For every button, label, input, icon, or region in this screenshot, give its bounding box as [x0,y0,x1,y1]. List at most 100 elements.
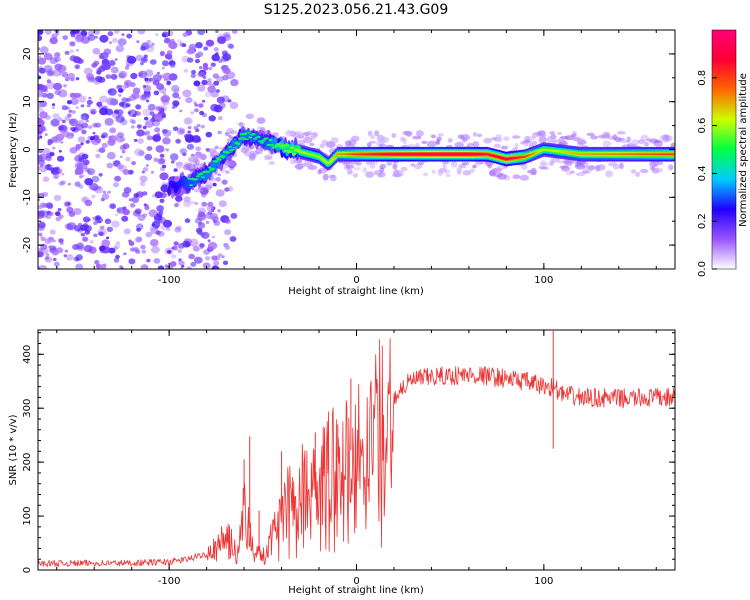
heatmap-cell [84,178,94,186]
heatmap-cell [193,80,201,87]
heatmap-cell [113,30,120,34]
heatmap-cell [39,135,43,139]
heatmap-cell [626,136,631,143]
heatmap-cell [207,166,212,169]
heatmap-cell [139,71,144,76]
heatmap-cell [103,263,107,267]
heatmap-cell [57,89,68,98]
heatmap-cell [392,170,402,175]
heatmap-cell [268,161,275,165]
heatmap-cell [162,33,167,37]
heatmap-cell [74,181,81,187]
heatmap-cell [523,141,529,147]
heatmap-cell [116,208,122,213]
heatmap-cell [56,155,65,162]
heatmap-cell [65,254,74,261]
heatmap-cell [82,216,91,223]
heatmap-cell [224,187,230,192]
heatmap-cell [421,140,428,144]
heatmap-cell [68,211,76,217]
heatmap-cell [64,249,69,253]
heatmap-cell [40,236,46,242]
heatmap-cell [205,170,210,173]
heatmap-cell [84,167,90,172]
heatmap-cell [244,152,250,157]
heatmap-cell [146,39,152,45]
heatmap-cell [134,208,142,215]
heatmap-cell [228,44,235,49]
heatmap-cell [150,239,159,247]
heatmap-cell [146,146,153,151]
heatmap-cell [194,178,199,181]
heatmap-cell [564,161,573,166]
heatmap-cell [148,77,154,82]
heatmap-cell [81,153,89,160]
heatmap-cell [193,188,204,193]
heatmap-cell [153,258,161,264]
heatmap-cell [461,162,470,166]
heatmap-cell [187,126,192,130]
heatmap-cell [221,179,228,185]
heatmap-cell [49,167,55,172]
heatmap-cell [113,246,118,251]
heatmap-cell [319,143,325,149]
heatmap-cell [124,65,130,70]
heatmap-cell [189,156,197,163]
heatmap-cell [91,175,100,183]
heatmap-cell [201,99,206,103]
y-tick-label: 20 [22,48,33,61]
heatmap-cell [38,164,48,173]
heatmap-cell [68,118,75,124]
heatmap-cell [80,232,86,237]
heatmap-cell [285,144,290,147]
heatmap-cell [164,53,173,60]
heatmap-cell [195,53,201,58]
heatmap-cell [38,205,43,210]
heatmap-cell [136,40,140,44]
heatmap-cell [122,169,130,175]
heatmap-cell [123,228,131,235]
heatmap-cell [194,159,201,165]
heatmap-cell [147,103,156,111]
heatmap-cell [321,139,329,145]
heatmap-cell [134,148,143,156]
heatmap-cell [224,245,231,251]
heatmap-cell [121,97,128,103]
heatmap-cell [118,70,128,79]
colorbar-tick-label: 0.2 [697,213,708,229]
heatmap-cell [217,36,227,44]
heatmap-cell [173,88,180,94]
heatmap-cell [62,35,69,40]
heatmap-cell [430,134,436,139]
heatmap-cell [153,215,163,224]
heatmap-cell [619,162,624,170]
heatmap-cell [71,110,76,114]
heatmap-cell [140,264,149,269]
heatmap-cell [67,113,72,118]
heatmap-cell [70,98,79,105]
heatmap-cell [67,182,71,186]
heatmap-cell [100,198,105,202]
heatmap-cell [355,161,362,166]
heatmap-cell [70,33,76,38]
heatmap-cell [239,122,244,127]
colorbar-ticks: 0.0 0.2 0.4 0.6 0.8 [697,70,717,277]
heatmap-cell [107,88,117,96]
heatmap-cell [101,132,109,138]
heatmap-cell [194,256,203,264]
heatmap-cell [119,137,126,142]
heatmap-cell [149,42,155,48]
heatmap-cell [109,127,117,134]
heatmap-cell [644,142,649,147]
heatmap-cell [605,170,614,178]
heatmap-cell [38,89,44,98]
heatmap-cell [259,141,264,144]
heatmap-cell [458,164,467,169]
heatmap-cell [206,205,214,212]
heatmap-cell [107,31,114,37]
heatmap-cell [177,243,185,249]
heatmap-cell [602,140,612,147]
heatmap-cell [243,132,247,136]
heatmap-cell [133,193,139,198]
heatmap-cell [239,133,244,136]
